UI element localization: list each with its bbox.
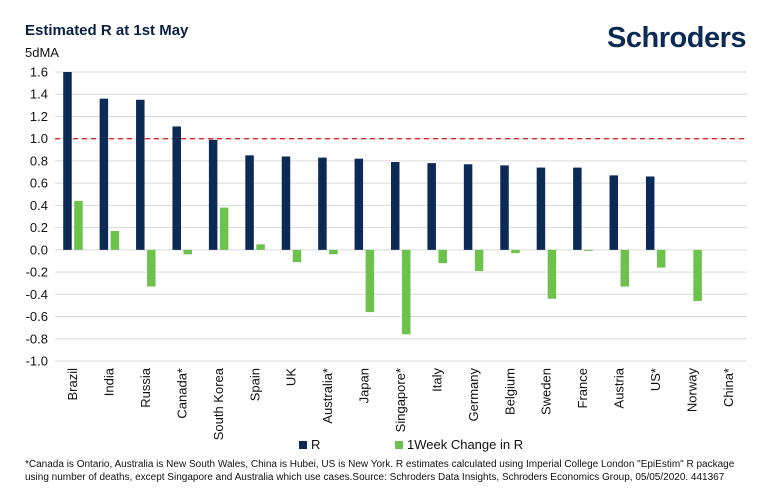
bar-1week-change — [620, 249, 630, 287]
x-category-label: Norway — [684, 368, 699, 413]
legend-label: R — [311, 437, 320, 452]
bar-r — [172, 126, 181, 250]
legend-swatch — [299, 441, 307, 449]
x-category-label: Italy — [429, 368, 444, 392]
x-category-label: India — [102, 367, 117, 396]
x-category-label: UK — [284, 368, 299, 386]
bar-r — [645, 176, 655, 250]
y-tick-label: 1.2 — [30, 109, 48, 124]
x-category-label: Austria — [612, 367, 627, 408]
bar-r — [427, 163, 436, 250]
bar-1week-change — [147, 249, 156, 287]
bar-1week-change — [183, 249, 192, 255]
bar-r — [245, 155, 254, 250]
bar-r — [609, 175, 619, 250]
footnote: *Canada is Ontario, Australia is New Sou… — [25, 459, 735, 483]
bar-r — [536, 167, 546, 250]
bar-r — [354, 158, 364, 250]
bar-1week-change — [693, 249, 702, 301]
bar-r — [208, 139, 218, 250]
y-tick-label: 0.6 — [30, 176, 48, 191]
bar-1week-change — [402, 249, 411, 335]
y-tick-label: 1.6 — [30, 65, 48, 80]
x-category-label: Australia* — [320, 368, 335, 424]
x-category-label: Canada* — [174, 368, 189, 419]
bar-r — [281, 156, 291, 250]
y-tick-label: 0.2 — [30, 220, 48, 235]
x-category-label: China* — [721, 368, 736, 407]
y-tick-label: 0.0 — [30, 242, 48, 257]
y-tick-label: 0.4 — [30, 198, 48, 213]
y-tick-label: -0.4 — [26, 287, 48, 302]
y-tick-label: -1.0 — [26, 354, 48, 369]
bar-1week-change — [110, 230, 120, 250]
x-category-label: US* — [648, 368, 663, 391]
schroders-logo: Schroders — [607, 22, 746, 54]
bar-1week-change — [74, 200, 83, 250]
bar-1week-change — [511, 249, 520, 254]
bar-r — [573, 167, 582, 250]
y-tick-label: 0.8 — [30, 153, 48, 168]
x-category-label: Russia — [138, 367, 153, 408]
bar-1week-change — [365, 249, 375, 313]
bar-r — [318, 157, 327, 250]
bar-1week-change — [474, 249, 484, 271]
x-category-label: France — [575, 368, 590, 408]
bar-1week-change — [547, 249, 557, 299]
x-category-label: Belgium — [502, 368, 517, 415]
legend-swatch — [395, 441, 403, 449]
bar-r — [500, 165, 509, 250]
x-category-label: Singapore* — [393, 368, 408, 432]
x-category-label: South Korea — [211, 367, 226, 440]
bar-1week-change — [438, 249, 447, 264]
bar-r — [136, 99, 145, 250]
x-category-label: Germany — [466, 368, 481, 422]
bar-1week-change — [584, 249, 593, 251]
legend-label: 1Week Change in R — [407, 437, 523, 452]
y-tick-label: -0.8 — [26, 331, 48, 346]
y-tick-label: 1.4 — [30, 87, 48, 102]
bar-1week-change — [329, 249, 338, 255]
bar-chart: 1.6 1.4 1.2 1.0 0.8 0.6 0.4 0.2 0.0 -0.2 -0.4 -0.6 -… — [26, 65, 747, 452]
x-category-label: Spain — [247, 368, 262, 401]
bar-r — [63, 72, 72, 250]
bar-1week-change — [656, 249, 666, 268]
y-tick-label: -0.2 — [26, 265, 48, 280]
bar-r — [99, 98, 109, 250]
chart-title: Estimated R at 1st May — [25, 22, 189, 39]
bar-r — [391, 162, 400, 250]
bar-1week-change — [219, 207, 229, 250]
x-category-label: Japan — [357, 368, 372, 403]
y-tick-label: 1.0 — [30, 131, 48, 146]
bar-1week-change — [292, 249, 302, 263]
bar-1week-change — [256, 244, 265, 250]
y-tick-label: -0.6 — [26, 309, 48, 324]
bar-r — [463, 164, 473, 250]
x-category-label: Sweden — [539, 368, 554, 415]
y-axis-unit-label: 5dMA — [25, 45, 59, 60]
x-category-label: Brazil — [65, 368, 80, 401]
